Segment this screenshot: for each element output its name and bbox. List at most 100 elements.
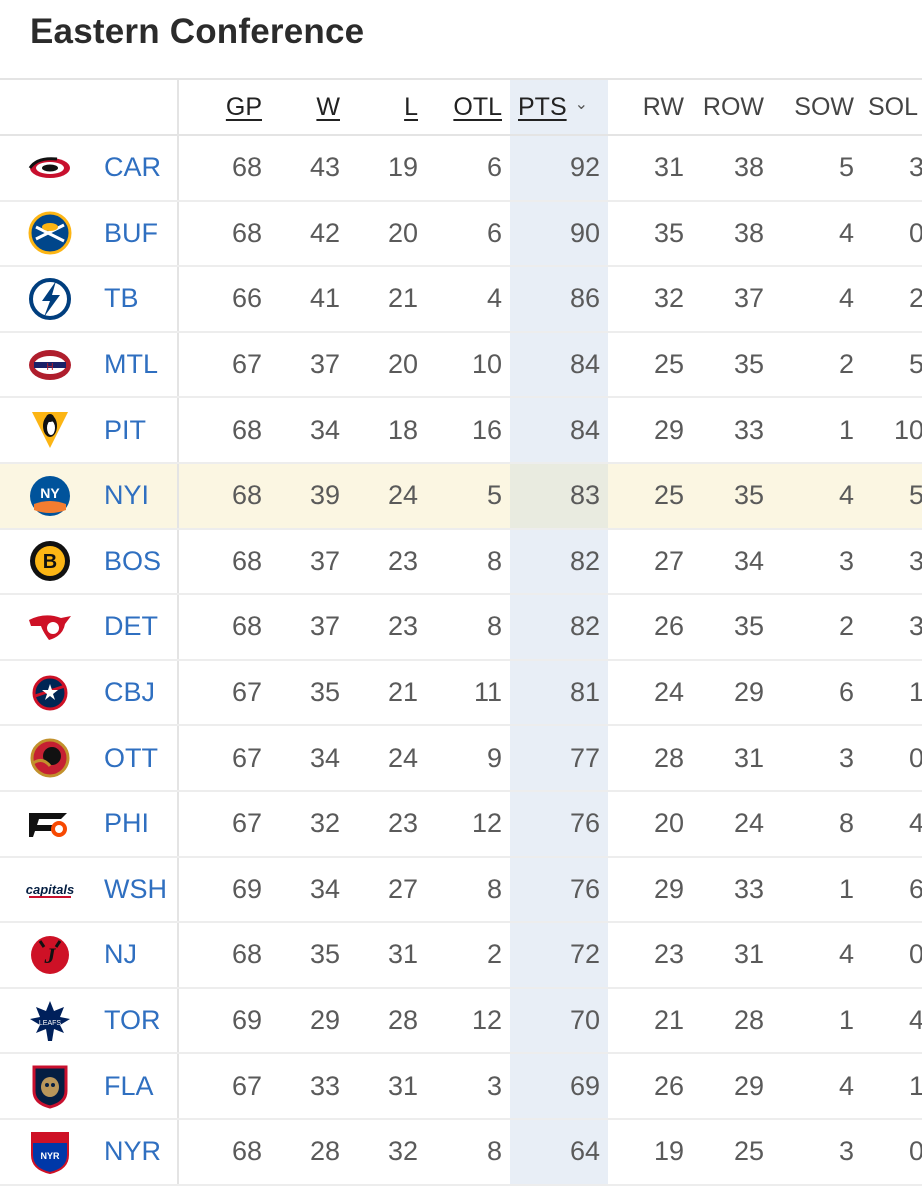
- team-link[interactable]: BOS: [100, 528, 179, 596]
- cell-row: 29: [692, 659, 772, 727]
- cell-otl: 11: [426, 659, 510, 727]
- cell-row: 31: [692, 922, 772, 989]
- table-row[interactable]: PHI 67 32 23 12 76 20 24 8 4: [0, 790, 922, 858]
- team-link[interactable]: FLA: [100, 1053, 179, 1120]
- table-row[interactable]: B BOS 68 37 23 8 82 27 34 3 3: [0, 528, 922, 596]
- team-link[interactable]: MTL: [100, 331, 179, 399]
- cell-sol: 3: [862, 594, 922, 661]
- cell-gp: 68: [178, 397, 270, 464]
- penguins-logo-icon: [32, 412, 68, 449]
- table-row[interactable]: H MTL 67 37 20 10 84 25 35 2 5: [0, 331, 922, 399]
- canadiens-logo-icon: H: [29, 349, 71, 380]
- team-link[interactable]: NJ: [100, 922, 179, 989]
- hurricanes-logo-icon: [0, 135, 100, 202]
- cell-gp: 66: [178, 266, 270, 333]
- cell-pts: 81: [510, 659, 608, 727]
- standings-table-container[interactable]: GP W L OTL PTS ⌄ RW ROW SOW SOL CAR 68 43 19…: [0, 78, 922, 1200]
- cell-sol: 5: [862, 462, 922, 530]
- cell-gp: 68: [178, 922, 270, 989]
- cell-otl: 8: [426, 856, 510, 924]
- cell-w: 29: [270, 987, 348, 1055]
- cell-row: 24: [692, 790, 772, 858]
- cell-otl: 12: [426, 790, 510, 858]
- lightning-logo-icon: [29, 277, 71, 320]
- svg-text:capitals: capitals: [26, 882, 74, 897]
- chevron-down-icon: ⌄: [574, 95, 589, 113]
- column-header-label: RW: [642, 92, 684, 121]
- cell-pts: 72: [510, 922, 608, 989]
- panthers-logo-icon: [32, 1065, 68, 1109]
- cell-rw: 20: [608, 790, 692, 858]
- cell-row: 25: [692, 1118, 772, 1186]
- column-header-gp[interactable]: GP: [178, 78, 270, 136]
- team-link[interactable]: TOR: [100, 987, 179, 1055]
- cell-rw: 29: [608, 856, 692, 924]
- devils-logo-icon: J: [31, 935, 69, 974]
- hurricanes-logo-icon: [28, 157, 70, 178]
- cell-sow: 8: [772, 790, 862, 858]
- cell-l: 20: [348, 200, 426, 268]
- team-link[interactable]: NYI: [100, 462, 179, 530]
- team-link[interactable]: CBJ: [100, 659, 179, 727]
- cell-sol: 4: [862, 790, 922, 858]
- table-row[interactable]: NYR NYR 68 28 32 8 64 19 25 3 0: [0, 1118, 922, 1186]
- cell-pts: 92: [510, 135, 608, 202]
- cell-sow: 4: [772, 462, 862, 530]
- team-link[interactable]: TB: [100, 266, 179, 333]
- team-link[interactable]: PHI: [100, 790, 179, 858]
- cell-rw: 32: [608, 266, 692, 333]
- cell-row: 38: [692, 200, 772, 268]
- cell-w: 41: [270, 266, 348, 333]
- table-row[interactable]: DET 68 37 23 8 82 26 35 2 3: [0, 594, 922, 661]
- cell-w: 32: [270, 790, 348, 858]
- table-row[interactable]: CBJ 67 35 21 11 81 24 29 6 1: [0, 659, 922, 727]
- table-row[interactable]: CAR 68 43 19 6 92 31 38 5 3: [0, 135, 922, 202]
- table-row[interactable]: OTT 67 34 24 9 77 28 31 3 0: [0, 725, 922, 792]
- cell-sol: 10: [862, 397, 922, 464]
- table-row[interactable]: PIT 68 34 18 16 84 29 33 1 10: [0, 397, 922, 464]
- cell-w: 43: [270, 135, 348, 202]
- table-row[interactable]: FLA 67 33 31 3 69 26 29 4 1: [0, 1053, 922, 1120]
- team-link[interactable]: CAR: [100, 135, 179, 202]
- table-row[interactable]: BUF 68 42 20 6 90 35 38 4 0: [0, 200, 922, 268]
- cell-pts: 77: [510, 725, 608, 792]
- cell-sow: 2: [772, 594, 862, 661]
- cell-gp: 68: [178, 135, 270, 202]
- table-row[interactable]: capitals WSH 69 34 27 8 76 29 33 1 6: [0, 856, 922, 924]
- cell-row: 33: [692, 856, 772, 924]
- cell-pts: 86: [510, 266, 608, 333]
- cell-pts: 76: [510, 856, 608, 924]
- cell-gp: 68: [178, 462, 270, 530]
- cell-w: 34: [270, 397, 348, 464]
- devils-logo-icon: J: [0, 922, 100, 989]
- cell-row: 34: [692, 528, 772, 596]
- cell-sol: 1: [862, 659, 922, 727]
- cell-pts: 83: [510, 462, 608, 530]
- cell-gp: 68: [178, 594, 270, 661]
- table-row[interactable]: J NJ 68 35 31 2 72 23 31 4 0: [0, 922, 922, 989]
- column-header-otl[interactable]: OTL: [426, 78, 510, 136]
- maple-leafs-logo-icon: LEAFS: [30, 1000, 70, 1041]
- team-link[interactable]: DET: [100, 594, 179, 661]
- column-header-label: PTS: [518, 92, 567, 121]
- cell-sow: 3: [772, 725, 862, 792]
- cell-sow: 1: [772, 397, 862, 464]
- column-header-w[interactable]: W: [270, 78, 348, 136]
- table-row[interactable]: NY NYI 68 39 24 5 83 25 35 4 5: [0, 462, 922, 530]
- column-header-pts[interactable]: PTS ⌄: [510, 78, 608, 136]
- team-link[interactable]: WSH: [100, 856, 179, 924]
- table-row[interactable]: TB 66 41 21 4 86 32 37 4 2: [0, 266, 922, 333]
- maple-leafs-logo-icon: LEAFS: [0, 987, 100, 1055]
- cell-l: 24: [348, 462, 426, 530]
- column-header-sol: SOL: [862, 78, 922, 136]
- team-link[interactable]: OTT: [100, 725, 179, 792]
- team-link[interactable]: PIT: [100, 397, 179, 464]
- team-link[interactable]: BUF: [100, 200, 179, 268]
- logo-header: [0, 78, 100, 136]
- cell-sol: 3: [862, 135, 922, 202]
- team-link[interactable]: NYR: [100, 1118, 179, 1186]
- cell-row: 37: [692, 266, 772, 333]
- islanders-logo-icon: NY: [30, 475, 70, 516]
- column-header-l[interactable]: L: [348, 78, 426, 136]
- table-row[interactable]: LEAFS TOR 69 29 28 12 70 21 28 1 4: [0, 987, 922, 1055]
